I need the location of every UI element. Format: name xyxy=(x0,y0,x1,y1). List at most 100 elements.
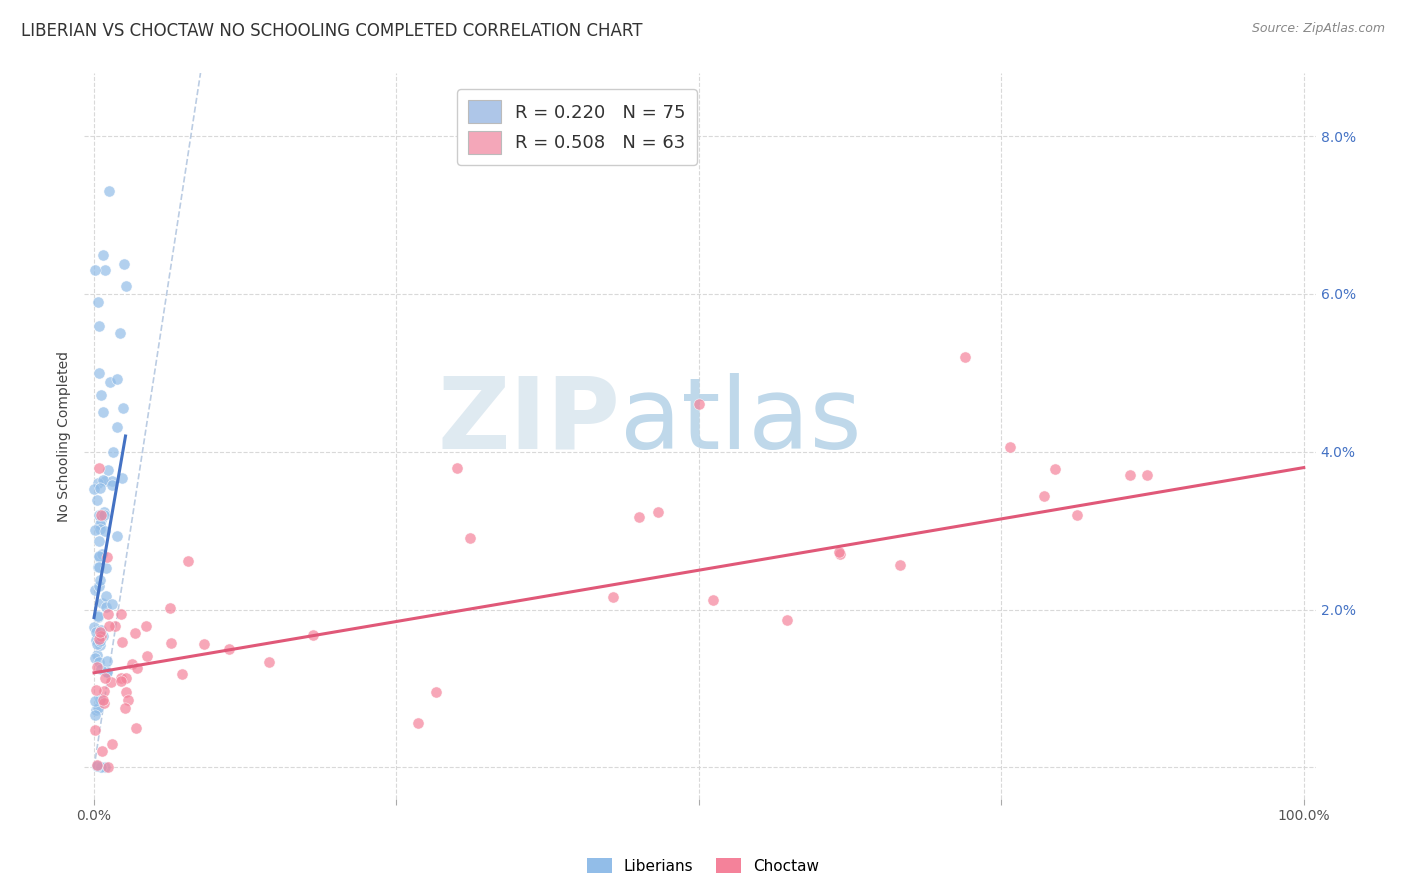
Point xyxy=(114,701,136,715)
Point xyxy=(90,630,112,644)
Point xyxy=(84,624,107,639)
Point xyxy=(406,715,429,730)
Point xyxy=(105,372,128,386)
Point xyxy=(91,247,114,261)
Point xyxy=(125,722,148,736)
Point xyxy=(101,477,124,491)
Point xyxy=(105,419,128,434)
Point xyxy=(91,693,114,707)
Point xyxy=(90,623,112,637)
Point xyxy=(90,513,112,527)
Text: atlas: atlas xyxy=(620,373,862,470)
Point xyxy=(89,573,111,587)
Point xyxy=(998,440,1021,454)
Point xyxy=(97,607,120,622)
Point xyxy=(84,723,107,737)
Point xyxy=(160,636,183,650)
Point xyxy=(86,294,108,309)
Point xyxy=(117,693,139,707)
Point xyxy=(94,760,117,774)
Point xyxy=(83,620,105,634)
Point xyxy=(108,326,131,340)
Point xyxy=(86,493,108,508)
Point xyxy=(91,744,114,758)
Text: Source: ZipAtlas.com: Source: ZipAtlas.com xyxy=(1251,22,1385,36)
Text: LIBERIAN VS CHOCTAW NO SCHOOLING COMPLETED CORRELATION CHART: LIBERIAN VS CHOCTAW NO SCHOOLING COMPLET… xyxy=(21,22,643,40)
Point xyxy=(1032,489,1054,503)
Point xyxy=(90,547,112,561)
Point xyxy=(172,667,194,681)
Point xyxy=(91,473,114,487)
Point xyxy=(91,405,114,419)
Point xyxy=(177,554,200,568)
Point xyxy=(91,630,114,644)
Point xyxy=(100,474,122,488)
Point xyxy=(86,636,108,650)
Point xyxy=(89,534,111,549)
Point xyxy=(94,474,117,488)
Point xyxy=(135,619,157,633)
Point xyxy=(96,654,118,668)
Legend: R = 0.220   N = 75, R = 0.508   N = 63: R = 0.220 N = 75, R = 0.508 N = 63 xyxy=(457,89,696,164)
Point xyxy=(87,549,110,563)
Point xyxy=(97,185,120,199)
Point xyxy=(257,656,280,670)
Point xyxy=(702,593,724,607)
Point xyxy=(127,661,149,675)
Point xyxy=(602,591,624,605)
Point xyxy=(218,641,240,656)
Point xyxy=(87,550,110,565)
Point xyxy=(86,610,108,624)
Point xyxy=(159,601,181,615)
Point xyxy=(86,632,108,647)
Point xyxy=(83,708,105,723)
Point xyxy=(86,648,108,662)
Point xyxy=(101,737,124,751)
Point xyxy=(889,558,911,572)
Point xyxy=(776,613,799,627)
Y-axis label: No Schooling Completed: No Schooling Completed xyxy=(58,351,72,522)
Point xyxy=(1066,508,1088,523)
Point xyxy=(1135,468,1157,483)
Point xyxy=(103,445,125,459)
Point xyxy=(94,599,117,614)
Point xyxy=(89,560,111,574)
Point xyxy=(114,685,136,699)
Point xyxy=(688,397,710,411)
Point xyxy=(828,545,851,559)
Point xyxy=(89,508,111,523)
Point xyxy=(112,257,135,271)
Point xyxy=(89,638,111,652)
Point xyxy=(94,524,117,538)
Point xyxy=(93,508,115,523)
Point xyxy=(124,626,146,640)
Point xyxy=(94,671,117,685)
Point xyxy=(105,529,128,543)
Point xyxy=(89,655,111,669)
Point xyxy=(87,475,110,490)
Point xyxy=(84,523,107,537)
Point xyxy=(87,632,110,647)
Point xyxy=(86,758,108,772)
Point xyxy=(193,637,215,651)
Point xyxy=(93,684,115,698)
Point xyxy=(87,560,110,574)
Point xyxy=(86,608,108,623)
Point xyxy=(458,531,481,545)
Point xyxy=(97,618,120,632)
Point xyxy=(93,696,115,710)
Point xyxy=(98,375,121,389)
Point xyxy=(97,463,120,477)
Point xyxy=(90,388,112,402)
Point xyxy=(1045,462,1067,476)
Point xyxy=(101,597,124,611)
Point xyxy=(89,692,111,706)
Point xyxy=(115,279,138,293)
Point xyxy=(110,673,132,688)
Point xyxy=(96,665,118,679)
Point xyxy=(110,607,132,622)
Point xyxy=(1118,468,1140,483)
Point xyxy=(90,760,112,774)
Point xyxy=(84,263,107,277)
Point xyxy=(84,683,107,698)
